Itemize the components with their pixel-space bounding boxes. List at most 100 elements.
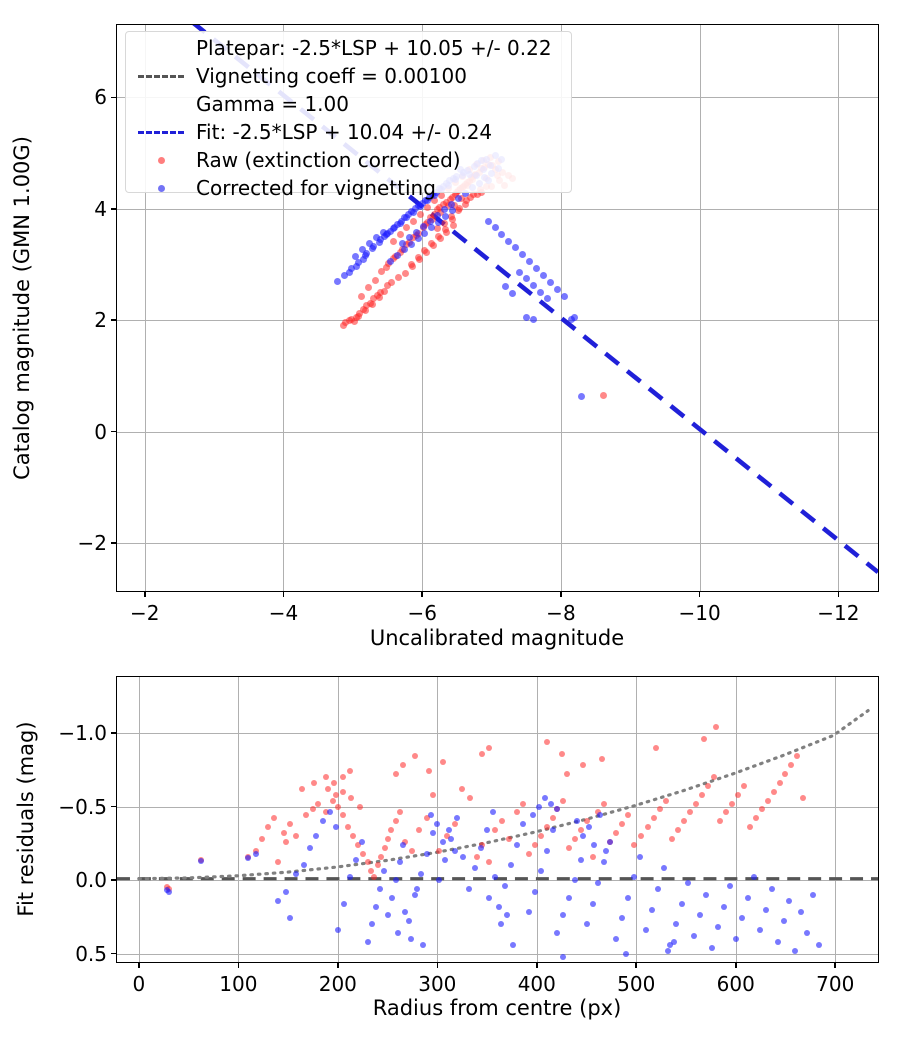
data-point: [364, 859, 371, 866]
data-point: [690, 933, 697, 940]
data-point: [437, 208, 445, 216]
data-point: [583, 921, 590, 928]
data-point: [553, 930, 560, 937]
data-point: [547, 278, 555, 286]
data-point: [363, 302, 371, 310]
data-point: [573, 818, 580, 825]
data-point: [543, 738, 550, 745]
data-point: [303, 812, 309, 819]
data-point: [560, 293, 568, 301]
data-point: [392, 771, 399, 778]
data-point: [410, 217, 418, 225]
data-point: [436, 204, 444, 212]
data-point: [435, 218, 443, 226]
data-point: [376, 885, 383, 892]
data-point: [549, 827, 556, 834]
data-point: [413, 228, 421, 236]
data-point: [416, 827, 423, 834]
data-point: [484, 217, 492, 225]
data-point: [440, 759, 447, 766]
data-point: [428, 224, 436, 232]
data-point: [334, 803, 341, 810]
data-point: [536, 288, 544, 296]
data-point: [349, 832, 356, 839]
data-point: [403, 214, 411, 222]
data-point: [431, 191, 439, 199]
data-point: [667, 941, 674, 948]
data-point: [440, 206, 448, 214]
data-point: [501, 283, 509, 291]
data-point: [354, 258, 362, 266]
data-point: [372, 903, 379, 910]
x-tick: [535, 962, 538, 968]
data-point: [418, 871, 425, 878]
data-point: [436, 847, 443, 854]
x-gridline: [337, 677, 339, 962]
data-point: [430, 830, 437, 836]
data-point: [388, 894, 395, 901]
data-point: [571, 313, 579, 321]
data-point: [547, 800, 554, 807]
data-point: [345, 268, 353, 276]
data-point: [430, 791, 437, 798]
x-tick-label: −12: [817, 601, 860, 625]
data-point: [466, 885, 473, 892]
data-point: [543, 295, 551, 303]
data-point: [583, 818, 590, 825]
data-point: [673, 921, 680, 928]
data-point: [407, 240, 415, 248]
data-point: [459, 785, 466, 792]
data-point: [685, 880, 691, 887]
data-point: [577, 856, 584, 863]
data-point: [382, 263, 390, 271]
data-point: [433, 225, 441, 233]
data-point: [402, 269, 410, 277]
data-point: [403, 224, 411, 232]
data-point: [716, 818, 723, 825]
legend-item: Vignetting coeff = 0.00100: [126, 62, 467, 90]
data-point: [700, 735, 707, 742]
data-point: [352, 253, 360, 261]
data-point: [738, 915, 745, 922]
data-point: [421, 229, 429, 237]
data-point: [287, 915, 294, 922]
data-point: [732, 935, 739, 942]
data-point: [368, 245, 376, 253]
data-point: [424, 197, 432, 205]
data-point: [492, 827, 499, 834]
data-point: [638, 832, 645, 839]
x-gridline: [144, 25, 146, 591]
data-point: [661, 865, 668, 872]
data-point: [452, 847, 459, 854]
data-point: [454, 207, 462, 215]
y-gridline: [117, 431, 878, 433]
data-point: [395, 274, 403, 282]
data-point: [410, 208, 418, 216]
data-point: [427, 217, 435, 225]
x-gridline: [735, 677, 737, 962]
data-point: [563, 771, 570, 778]
data-point: [447, 213, 455, 221]
x-tick-label: 400: [517, 972, 556, 996]
data-point: [436, 235, 444, 243]
data-point: [414, 885, 421, 892]
data-point: [495, 903, 502, 910]
data-point: [513, 841, 520, 848]
data-point: [728, 800, 735, 807]
data-point: [663, 797, 670, 804]
data-point: [531, 841, 538, 848]
data-point: [619, 821, 626, 828]
data-point: [377, 853, 384, 860]
data-point: [424, 204, 432, 212]
y-tick: [111, 952, 117, 955]
data-point: [442, 213, 450, 221]
x-tick: [734, 962, 737, 968]
dashed-line-icon: [138, 130, 184, 134]
data-point: [454, 815, 461, 822]
data-point: [692, 800, 699, 807]
y-gridline: [117, 732, 878, 734]
fit-residuals-panel: 0 100 200 300 400 500 600 700 0.5 0.0 −0.5 −1.0: [58, 676, 879, 996]
data-point: [734, 791, 741, 798]
data-point: [414, 235, 422, 243]
